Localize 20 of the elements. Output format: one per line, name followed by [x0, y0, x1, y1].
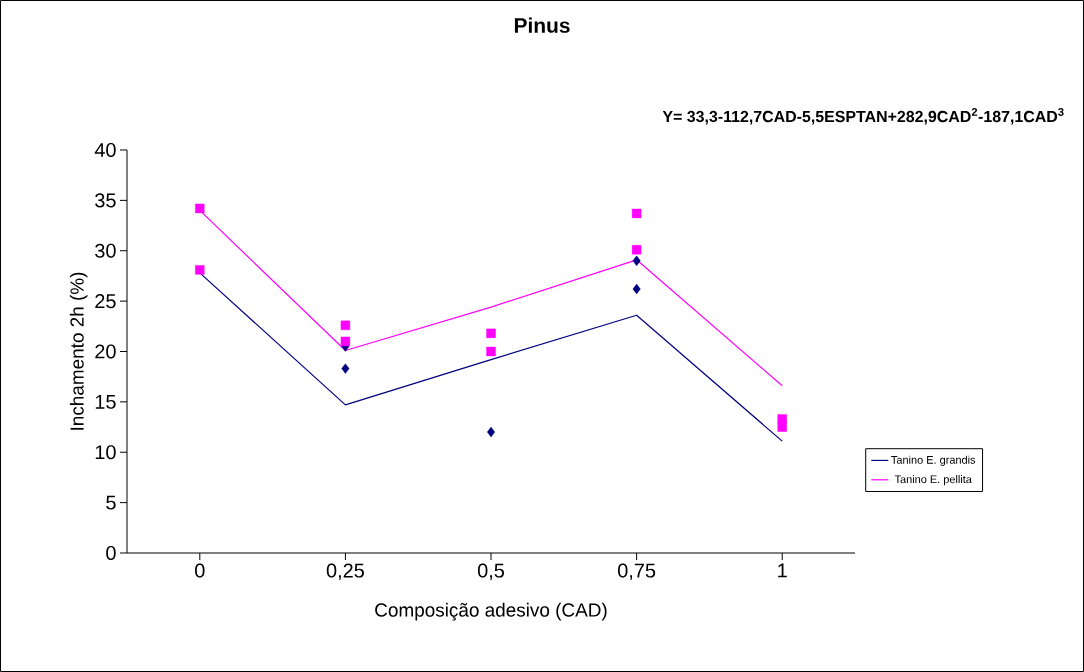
text: Y= 33,3-112,7CAD-5,5ESPTAN+282,9CAD$^{2}$-187,1CAD$^{3}$	[662, 107, 1064, 125]
y-tick-label: 20	[95, 344, 116, 359]
chart-title: Pinus	[514, 17, 570, 33]
y-tick-label: 10	[95, 445, 116, 460]
legend-label: Tanino E. grandis	[891, 455, 976, 466]
y-tick-label: 5	[106, 495, 116, 510]
y-axis-title: Inchamento 2h (%)	[69, 272, 88, 430]
x-tick-label: 0,5	[477, 563, 505, 580]
y-tick-label: 30	[95, 243, 116, 258]
y-tick-label: 15	[95, 394, 116, 409]
legend-label: Tanino E. pellita	[894, 475, 972, 486]
x-axis-title: Composição adesivo (CAD)	[375, 602, 607, 621]
y-tick-label: 40	[94, 142, 116, 158]
x-tick-label: 0,25	[326, 563, 364, 580]
x-tick-label: 1	[778, 563, 787, 578]
x-tick-label: 0	[195, 563, 205, 578]
y-tick-label: 35	[95, 193, 116, 208]
y-tick-label: 25	[95, 294, 116, 309]
x-tick-label: 0,75	[618, 563, 656, 580]
y-tick-label: 0	[106, 545, 116, 561]
